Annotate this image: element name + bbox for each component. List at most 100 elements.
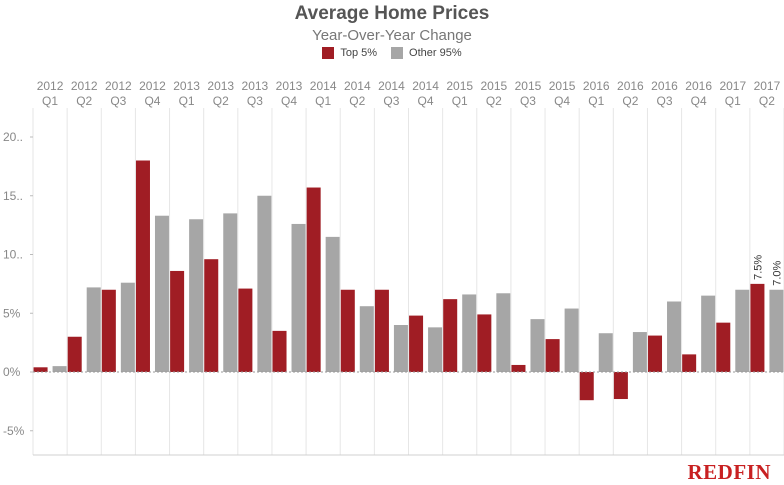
bar-top-5 [648,335,663,372]
x-tick-label-year: 2013 [173,79,200,93]
x-tick-label-year: 2015 [446,79,473,93]
x-tick-label-year: 2014 [344,79,371,93]
bar-top-5 [238,288,253,372]
bar-other-95 [359,306,374,372]
bar-other-95 [667,301,682,372]
redfin-logo: REDFIN [687,460,771,484]
bar-other-95 [325,236,340,372]
x-tick-label-year: 2014 [378,79,405,93]
bar-other-95 [393,325,408,372]
chart-legend: Top 5% Other 95% [0,47,784,59]
bar-other-95 [189,219,204,372]
x-tick-label-year: 2016 [651,79,678,93]
x-tick-label-quarter: Q3 [247,94,263,108]
chart-subtitle: Year-Over-Year Change [312,27,472,44]
bar-top-5 [67,336,82,372]
x-tick-label-year: 2012 [37,79,64,93]
bar-top-5 [477,314,492,372]
y-tick-label: 0% [3,365,21,379]
x-tick-label-quarter: Q1 [179,94,195,108]
bar-other-95 [701,295,716,372]
bar-top-5 [579,372,594,401]
bar-top-5 [545,339,560,372]
x-tick-label-quarter: Q3 [110,94,126,108]
x-tick-label-quarter: Q4 [691,94,707,108]
bar-top-5 [716,322,731,372]
legend-label-top-5: Top 5% [340,47,378,59]
bar-top-5 [511,364,526,372]
bar-other-95 [598,333,613,372]
bar-top-5 [443,299,458,372]
y-tick-label: 5% [3,306,21,320]
bar-top-5 [33,367,48,372]
x-tick-label-year: 2016 [583,79,610,93]
bar-top-5 [340,289,355,372]
x-tick-label-quarter: Q3 [383,94,399,108]
x-tick-label-quarter: Q4 [281,94,297,108]
y-tick-label: 15.. [3,189,23,203]
y-tick-label: -5% [3,424,25,438]
bar-top-5 [750,283,765,372]
x-tick-label-quarter: Q2 [213,94,229,108]
data-label: 7.5% [752,255,764,280]
x-tick-label-year: 2014 [310,79,337,93]
x-tick-label-quarter: Q1 [42,94,58,108]
bar-other-95 [86,287,101,372]
bar-other-95 [223,213,238,372]
x-tick-label-quarter: Q1 [315,94,331,108]
x-tick-label-quarter: Q3 [657,94,673,108]
bar-other-95 [564,308,579,372]
x-tick-label-year: 2012 [105,79,132,93]
legend-item-top-5: Top 5% [322,47,377,59]
bar-other-95 [769,289,784,372]
chart-title: Average Home Prices [294,3,490,24]
x-tick-label-quarter: Q1 [588,94,604,108]
bar-top-5 [613,372,628,400]
bar-top-5 [204,259,219,372]
x-tick-label-year: 2014 [412,79,439,93]
x-tick-label-quarter: Q4 [418,94,434,108]
legend-swatch-top-5 [322,47,335,59]
x-tick-label-year: 2017 [719,79,746,93]
x-tick-label-year: 2015 [515,79,542,93]
bar-top-5 [409,315,424,372]
bar-top-5 [135,160,150,372]
x-tick-label-year: 2013 [276,79,303,93]
x-tick-label-quarter: Q4 [554,94,570,108]
legend-label-other-95: Other 95% [409,47,462,59]
bar-top-5 [101,289,116,372]
y-tick-label: 20.. [3,130,23,144]
bar-other-95 [462,294,477,372]
bar-other-95 [257,195,272,372]
x-tick-label-year: 2016 [685,79,712,93]
x-tick-label-quarter: Q3 [520,94,536,108]
bar-top-5 [170,270,185,372]
legend-item-other-95: Other 95% [391,47,462,59]
legend-swatch-other-95 [391,47,404,59]
x-tick-label-year: 2013 [207,79,234,93]
bar-other-95 [735,289,750,372]
x-tick-label-quarter: Q2 [622,94,638,108]
bar-other-95 [52,366,67,372]
bar-other-95 [428,327,443,372]
bar-top-5 [682,354,697,372]
x-tick-label-quarter: Q1 [452,94,468,108]
x-tick-label-year: 2012 [139,79,166,93]
x-tick-label-quarter: Q2 [759,94,775,108]
x-tick-label-quarter: Q2 [76,94,92,108]
x-tick-label-year: 2016 [617,79,644,93]
bar-top-5 [374,289,389,372]
x-tick-label-year: 2012 [71,79,98,93]
bar-other-95 [154,215,169,372]
bar-other-95 [496,293,511,372]
x-tick-label-year: 2013 [242,79,269,93]
x-tick-label-quarter: Q4 [144,94,160,108]
x-tick-label-year: 2017 [754,79,781,93]
bar-other-95 [291,223,306,372]
bar-top-5 [272,330,287,372]
x-tick-label-quarter: Q2 [486,94,502,108]
bar-other-95 [632,332,647,372]
y-tick-label: 10.. [3,248,23,262]
bar-other-95 [530,319,545,372]
